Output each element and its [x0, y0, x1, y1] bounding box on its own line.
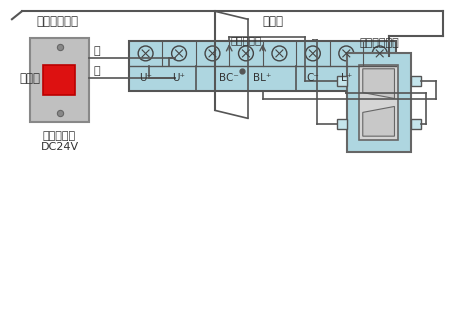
Text: BL⁺: BL⁺ — [254, 73, 272, 83]
Text: C⁻: C⁻ — [306, 73, 319, 83]
Text: 操作部: 操作部 — [20, 72, 41, 85]
Bar — [43, 65, 75, 95]
Text: U⁻: U⁻ — [139, 73, 152, 83]
Text: 起動装置角型: 起動装置角型 — [359, 38, 399, 48]
Bar — [129, 41, 396, 91]
Text: 音響装置へ: 音響装置へ — [230, 35, 261, 45]
Text: U⁺: U⁺ — [173, 73, 186, 83]
Bar — [337, 76, 347, 86]
Text: 住戸内: 住戸内 — [263, 15, 284, 28]
Polygon shape — [363, 106, 395, 136]
Bar — [411, 76, 421, 86]
Text: 火災表示灯: 火災表示灯 — [43, 131, 76, 141]
Polygon shape — [363, 69, 395, 99]
Text: BC⁻: BC⁻ — [219, 73, 239, 83]
Text: DC24V: DC24V — [40, 142, 78, 152]
Text: 住戸外入口に: 住戸外入口に — [37, 15, 79, 28]
Bar — [411, 119, 421, 129]
Bar — [337, 119, 347, 129]
Bar — [30, 38, 89, 122]
Text: 赤: 赤 — [93, 46, 100, 56]
Bar — [347, 53, 411, 152]
Bar — [359, 65, 399, 140]
Text: 橙: 橙 — [93, 66, 100, 76]
Text: L⁺: L⁺ — [341, 73, 352, 83]
